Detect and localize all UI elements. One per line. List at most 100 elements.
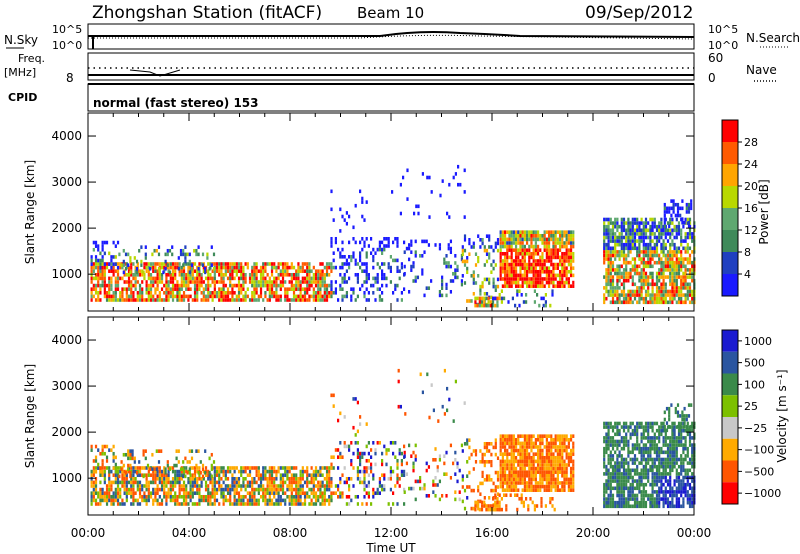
echo-cell: [376, 272, 379, 277]
echo-cell: [603, 472, 606, 476]
echo-cell: [530, 262, 533, 267]
echo-cell: [616, 271, 619, 276]
echo-cell: [561, 237, 564, 242]
echo-cell: [348, 265, 351, 270]
echo-cell: [517, 251, 520, 256]
echo-cell: [525, 473, 529, 478]
echo-cell: [314, 491, 318, 495]
echo-cell: [306, 265, 309, 270]
echo-cell: [164, 467, 167, 471]
echo-cell: [503, 445, 507, 449]
echo-cell: [616, 425, 619, 429]
echo-cell: [558, 441, 562, 446]
echo-cell: [213, 487, 216, 492]
echo-cell: [127, 456, 130, 461]
echo-cell: [550, 470, 553, 474]
echo-cell: [306, 491, 309, 495]
echo-cell: [660, 217, 663, 222]
echo-cell: [325, 269, 329, 273]
echo-cell: [483, 463, 486, 468]
echo-cell: [680, 278, 683, 283]
echo-cell: [101, 262, 104, 266]
echo-cell: [640, 235, 643, 240]
echo-cell: [536, 269, 540, 274]
echo-cell: [321, 502, 324, 506]
echo-cell: [480, 296, 484, 301]
echo-cell: [565, 248, 568, 252]
echo-cell: [684, 257, 687, 261]
echo-cell: [432, 490, 435, 494]
echo-cell: [554, 484, 557, 489]
echo-cell: [288, 502, 291, 506]
echo-cell: [361, 269, 364, 273]
echo-cell: [255, 287, 258, 291]
echo-cell: [275, 290, 278, 295]
echo-cell: [512, 445, 515, 449]
echo-cell: [686, 257, 689, 261]
echo-cell: [177, 449, 180, 453]
echo-cell: [528, 473, 531, 478]
echo-cell: [281, 283, 285, 288]
echo-cell: [341, 276, 344, 281]
echo-cell: [638, 253, 641, 258]
echo-cell: [105, 298, 109, 302]
echo-cell: [125, 272, 128, 277]
echo-cell: [565, 455, 568, 460]
echo-cell: [625, 257, 628, 261]
echo-cell: [622, 300, 626, 305]
echo-cell: [607, 242, 610, 247]
echo-cell: [669, 300, 672, 305]
echo-cell: [145, 466, 148, 470]
echo-cell: [317, 283, 320, 288]
echo-cell: [312, 298, 315, 302]
echo-cell: [616, 264, 619, 269]
echo-cell: [178, 484, 181, 488]
echo-cell: [499, 481, 502, 485]
echo-cell: [460, 443, 464, 448]
echo-cell: [403, 469, 406, 474]
echo-cell: [572, 434, 575, 438]
echo-cell: [478, 303, 481, 308]
echo-cell: [421, 239, 424, 244]
echo-cell: [381, 262, 384, 266]
echo-cell: [319, 287, 322, 291]
echo-cell: [330, 207, 333, 212]
echo-cell: [143, 498, 146, 503]
echo-cell: [525, 463, 529, 467]
echo-cell: [242, 494, 245, 499]
echo-cell: [510, 470, 513, 474]
echo-cell: [496, 507, 499, 512]
echo-cell: [237, 283, 241, 288]
echo-cell: [561, 434, 564, 438]
echo-cell: [400, 469, 403, 474]
echo-cell: [325, 294, 329, 299]
echo-cell: [638, 232, 641, 236]
echo-cell: [686, 296, 689, 301]
echo-cell: [528, 277, 531, 281]
echo-cell: [207, 476, 210, 481]
echo-cell: [607, 421, 610, 426]
echo-cell: [229, 265, 232, 270]
echo-cell: [521, 255, 524, 260]
echo-cell: [171, 252, 174, 257]
echo-cell: [198, 269, 201, 273]
echo-cell: [226, 469, 230, 474]
echo-cell: [262, 494, 265, 499]
echo-cell: [210, 467, 213, 471]
echo-cell: [198, 484, 201, 488]
echo-cell: [556, 488, 559, 492]
echo-cell: [151, 452, 154, 457]
echo-cell: [229, 498, 232, 503]
echo-cell: [262, 276, 265, 281]
echo-cell: [152, 283, 155, 288]
echo-cell: [202, 476, 205, 481]
echo-cell: [308, 473, 311, 477]
echo-cell: [310, 466, 313, 470]
echo-cell: [523, 244, 526, 249]
echo-cell: [675, 228, 678, 233]
echo-cell: [614, 232, 617, 236]
echo-cell: [415, 204, 418, 209]
echo-cell: [631, 278, 634, 283]
echo-cell: [363, 476, 366, 481]
echo-cell: [185, 262, 188, 266]
